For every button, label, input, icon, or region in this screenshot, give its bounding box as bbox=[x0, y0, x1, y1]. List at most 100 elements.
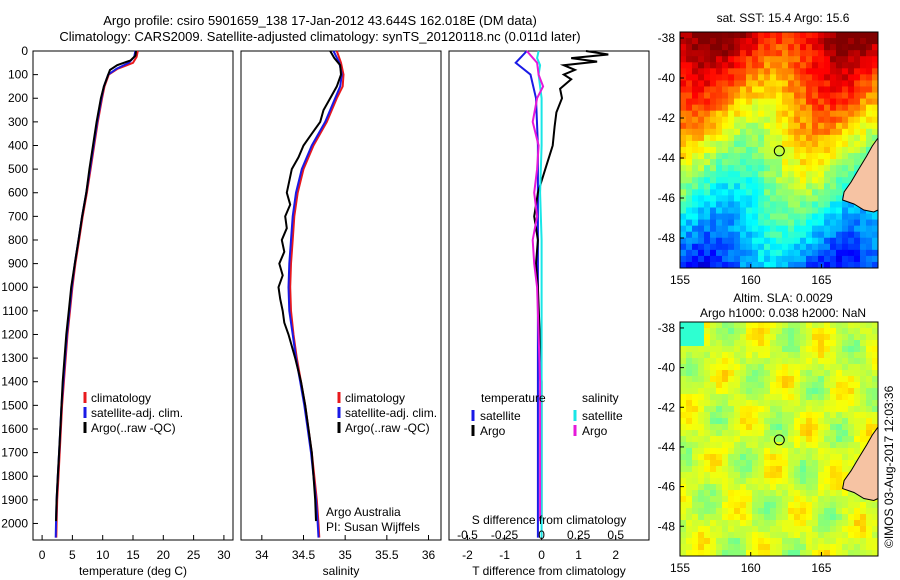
map-cell bbox=[686, 388, 693, 395]
map-cell bbox=[854, 86, 861, 93]
map-cell bbox=[782, 134, 789, 142]
map-cell bbox=[716, 237, 723, 245]
map-cell bbox=[716, 177, 723, 184]
map-cell bbox=[698, 255, 705, 263]
map-cell bbox=[704, 165, 711, 172]
map-cell bbox=[860, 382, 867, 389]
map-cell bbox=[824, 442, 831, 449]
map-cell bbox=[788, 104, 795, 112]
map-cell bbox=[860, 532, 867, 539]
map-cell bbox=[764, 177, 771, 184]
map-cell bbox=[818, 32, 825, 39]
map-cell bbox=[722, 334, 729, 341]
map-cell bbox=[758, 388, 765, 395]
map-cell bbox=[812, 195, 819, 202]
map-cell bbox=[764, 171, 771, 178]
map-cell bbox=[848, 213, 855, 220]
map-cell bbox=[722, 219, 729, 227]
map-cell bbox=[728, 116, 735, 124]
map-cell bbox=[800, 50, 807, 57]
map-cell bbox=[728, 490, 735, 497]
map-cell bbox=[812, 346, 819, 353]
map-cell bbox=[716, 400, 723, 407]
map-cell bbox=[830, 508, 837, 515]
map-cell bbox=[836, 219, 843, 227]
map-cell bbox=[848, 364, 855, 371]
map-cell bbox=[848, 550, 855, 557]
map-cell bbox=[704, 207, 711, 214]
map-cell bbox=[806, 183, 813, 190]
map-cell bbox=[788, 261, 795, 269]
map-cell bbox=[782, 424, 789, 431]
map-cell bbox=[812, 466, 819, 473]
map-cell bbox=[764, 466, 771, 473]
map-cell bbox=[836, 448, 843, 455]
map-cell bbox=[842, 177, 849, 184]
map-cell bbox=[722, 44, 729, 51]
map-cell bbox=[860, 32, 867, 39]
map-cell bbox=[722, 146, 729, 154]
map-cell bbox=[794, 146, 801, 154]
map-cell bbox=[770, 508, 777, 515]
map-cell bbox=[818, 418, 825, 425]
header-line-1: Argo profile: csiro 5901659_138 17-Jan-2… bbox=[103, 13, 537, 28]
map-cell bbox=[740, 122, 747, 130]
map-cell bbox=[716, 496, 723, 503]
map-cell bbox=[710, 544, 717, 551]
map-cell bbox=[704, 550, 711, 557]
map-cell bbox=[818, 134, 825, 142]
map-cell bbox=[722, 122, 729, 130]
map-cell bbox=[752, 159, 759, 166]
map-cell bbox=[854, 502, 861, 509]
map-cell bbox=[758, 424, 765, 431]
map-cell bbox=[854, 334, 861, 341]
map-cell bbox=[710, 68, 717, 75]
map-cell bbox=[776, 424, 783, 431]
map-cell bbox=[734, 442, 741, 449]
map-cell bbox=[824, 255, 831, 263]
map-cell bbox=[746, 550, 753, 557]
map-cell bbox=[704, 201, 711, 208]
map-cell bbox=[764, 502, 771, 509]
map-cell bbox=[686, 358, 693, 365]
map-cell bbox=[830, 80, 837, 87]
map-cell bbox=[818, 520, 825, 527]
map-cell bbox=[722, 153, 729, 160]
sst-map: 155 160 165-38-40-42-44-46-48 bbox=[658, 31, 879, 287]
map-cell bbox=[746, 159, 753, 166]
map-cell bbox=[794, 128, 801, 136]
map-cell bbox=[794, 346, 801, 353]
map-cell bbox=[788, 502, 795, 509]
map-cell bbox=[758, 177, 765, 184]
map-cell bbox=[722, 412, 729, 419]
map-cell bbox=[794, 38, 801, 45]
map-cell bbox=[740, 358, 747, 365]
map-cell bbox=[848, 388, 855, 395]
map-cell bbox=[740, 62, 747, 69]
map-cell bbox=[776, 104, 783, 112]
map-cell bbox=[866, 388, 873, 395]
map-cell bbox=[728, 526, 735, 533]
map-cell bbox=[872, 92, 879, 99]
map-cell bbox=[776, 165, 783, 172]
map-cell bbox=[740, 514, 747, 521]
map-cell bbox=[686, 98, 693, 106]
map-cell bbox=[692, 165, 699, 172]
map-cell bbox=[830, 334, 837, 341]
map-cell bbox=[764, 532, 771, 539]
map-cell bbox=[698, 520, 705, 527]
map-cell bbox=[842, 50, 849, 57]
map-cell bbox=[692, 128, 699, 136]
map-cell bbox=[860, 418, 867, 425]
map-cell bbox=[836, 213, 843, 220]
map-cell bbox=[692, 171, 699, 178]
map-cell bbox=[764, 526, 771, 533]
map-cell bbox=[698, 56, 705, 63]
map-cell bbox=[806, 538, 813, 545]
map-cell bbox=[716, 80, 723, 87]
map-cell bbox=[716, 520, 723, 527]
map-cell bbox=[788, 550, 795, 557]
map-cell bbox=[782, 255, 789, 263]
map-cell bbox=[686, 237, 693, 245]
map-cell bbox=[788, 376, 795, 383]
